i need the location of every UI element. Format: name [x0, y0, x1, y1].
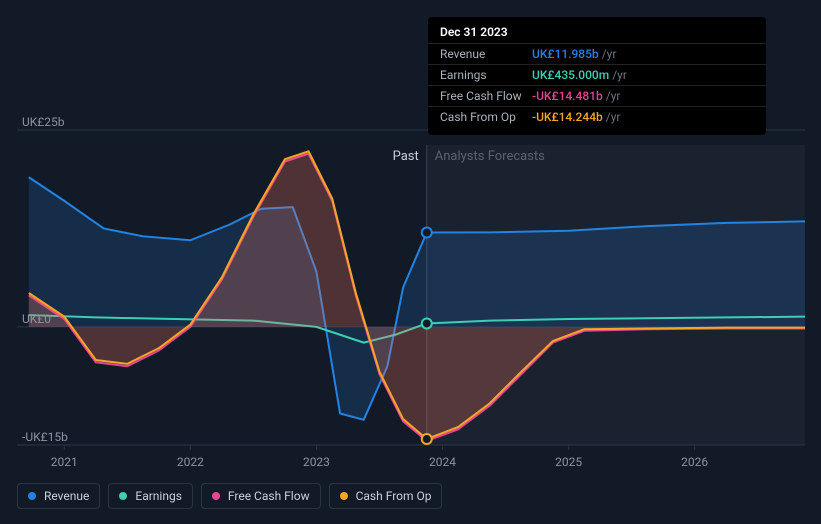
- x-axis-label: 2026: [681, 455, 708, 469]
- legend-label: Free Cash Flow: [228, 489, 310, 503]
- tooltip-row: Free Cash Flow-UK£14.481b/yr: [428, 85, 766, 106]
- forecast-section-label: Analysts Forecasts: [435, 149, 545, 164]
- x-axis-label: 2022: [177, 455, 204, 469]
- legend-item[interactable]: Cash From Op: [329, 483, 443, 509]
- x-axis-label: 2024: [429, 455, 456, 469]
- legend-dot-icon: [340, 492, 348, 500]
- legend-label: Cash From Op: [356, 489, 432, 503]
- financial-chart: UK£25b UK£0 -UK£15b 2021 2022 2023 2024 2025 20…: [0, 0, 821, 524]
- tooltip-row-value: UK£435.000m: [532, 68, 609, 82]
- legend-label: Revenue: [44, 489, 89, 503]
- y-axis-label: UK£0: [22, 312, 51, 326]
- tooltip-row-unit: /yr: [602, 47, 617, 61]
- legend-item[interactable]: Earnings: [108, 483, 193, 509]
- tooltip-row: EarningsUK£435.000m/yr: [428, 64, 766, 85]
- legend-dot-icon: [119, 492, 127, 500]
- tooltip-row-value: -UK£14.244b: [532, 110, 603, 124]
- x-axis-label: 2023: [303, 455, 330, 469]
- y-axis-label: UK£25b: [22, 115, 65, 129]
- legend-label: Earnings: [135, 489, 182, 503]
- tooltip-row-label: Revenue: [440, 47, 532, 61]
- legend-dot-icon: [212, 492, 220, 500]
- tooltip-row-label: Cash From Op: [440, 110, 532, 124]
- tooltip-row-unit: /yr: [606, 110, 621, 124]
- legend-item[interactable]: Revenue: [17, 483, 100, 509]
- x-axis-label: 2021: [51, 455, 78, 469]
- tooltip-row-value: UK£11.985b: [532, 47, 599, 61]
- legend-item[interactable]: Free Cash Flow: [201, 483, 321, 509]
- chart-legend: Revenue Earnings Free Cash Flow Cash From O…: [17, 483, 442, 509]
- tooltip-row: Cash From Op-UK£14.244b/yr: [428, 106, 766, 127]
- past-section-label: Past: [393, 149, 419, 164]
- tooltip-row: RevenueUK£11.985b/yr: [428, 43, 766, 64]
- x-axis-label: 2025: [555, 455, 582, 469]
- tooltip-row-value: -UK£14.481b: [532, 89, 603, 103]
- tooltip-row-label: Free Cash Flow: [440, 89, 532, 103]
- tooltip-date: Dec 31 2023: [428, 25, 766, 43]
- tooltip-row-unit: /yr: [606, 89, 621, 103]
- legend-dot-icon: [28, 492, 36, 500]
- tooltip-row-label: Earnings: [440, 68, 532, 82]
- tooltip-row-unit: /yr: [612, 68, 627, 82]
- chart-tooltip: Dec 31 2023 RevenueUK£11.985b/yrEarnings…: [428, 17, 766, 135]
- y-axis-label: -UK£15b: [22, 430, 68, 444]
